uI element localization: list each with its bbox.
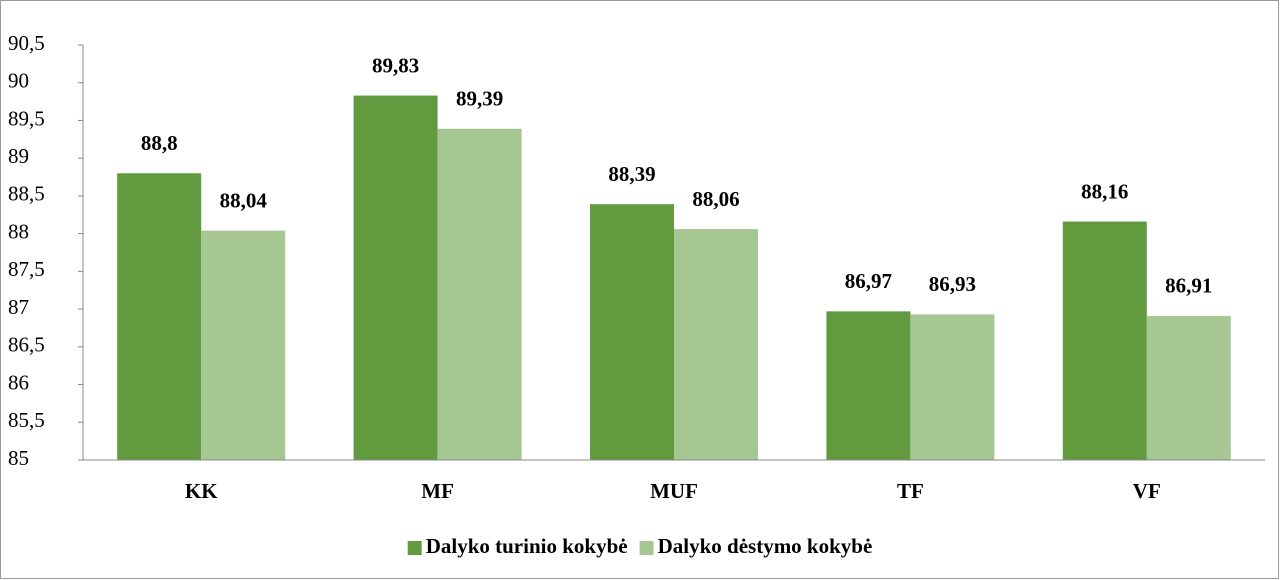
bar bbox=[353, 95, 438, 461]
y-tick-label: 87 bbox=[8, 295, 29, 319]
legend-label: Dalyko turinio kokybė bbox=[426, 534, 628, 558]
bar bbox=[674, 229, 758, 460]
x-tick-label: MF bbox=[421, 479, 454, 503]
value-label: 86,93 bbox=[929, 272, 976, 296]
y-tick-label: 90 bbox=[8, 69, 29, 93]
y-tick-label: 88 bbox=[8, 219, 29, 243]
value-label: 89,39 bbox=[456, 87, 503, 111]
legend-swatch bbox=[407, 541, 422, 555]
x-tick-label: MUF bbox=[650, 479, 698, 503]
x-tick-label: TF bbox=[897, 479, 924, 503]
bar bbox=[910, 314, 995, 460]
legend-label: Dalyko dėstymo kokybė bbox=[658, 534, 873, 558]
x-tick-label: VF bbox=[1133, 479, 1161, 503]
bar bbox=[826, 311, 911, 460]
y-tick-label: 86,5 bbox=[8, 333, 45, 357]
value-label: 88,39 bbox=[608, 162, 655, 186]
value-label: 86,91 bbox=[1165, 274, 1212, 298]
value-label: 88,16 bbox=[1081, 179, 1128, 203]
bar bbox=[590, 204, 674, 460]
y-tick-label: 85 bbox=[8, 446, 29, 470]
value-label: 86,97 bbox=[845, 269, 892, 293]
x-tick-label: KK bbox=[185, 479, 218, 503]
y-tick-label: 86 bbox=[8, 370, 29, 394]
bar bbox=[201, 230, 286, 460]
y-tick-label: 87,5 bbox=[8, 257, 45, 281]
value-label: 89,83 bbox=[372, 53, 419, 77]
y-tick-label: 90,5 bbox=[8, 31, 45, 55]
legend-swatch bbox=[639, 541, 654, 555]
y-tick-label: 89 bbox=[8, 144, 29, 168]
y-tick-label: 88,5 bbox=[8, 182, 45, 206]
value-label: 88,04 bbox=[220, 188, 268, 212]
y-tick-label: 89,5 bbox=[8, 106, 45, 130]
bar bbox=[117, 173, 202, 461]
bar bbox=[1146, 315, 1231, 460]
bar bbox=[437, 128, 522, 460]
value-label: 88,8 bbox=[141, 131, 178, 155]
y-tick-label: 85,5 bbox=[8, 408, 45, 432]
value-label: 88,06 bbox=[692, 187, 739, 211]
bar bbox=[1062, 221, 1147, 460]
